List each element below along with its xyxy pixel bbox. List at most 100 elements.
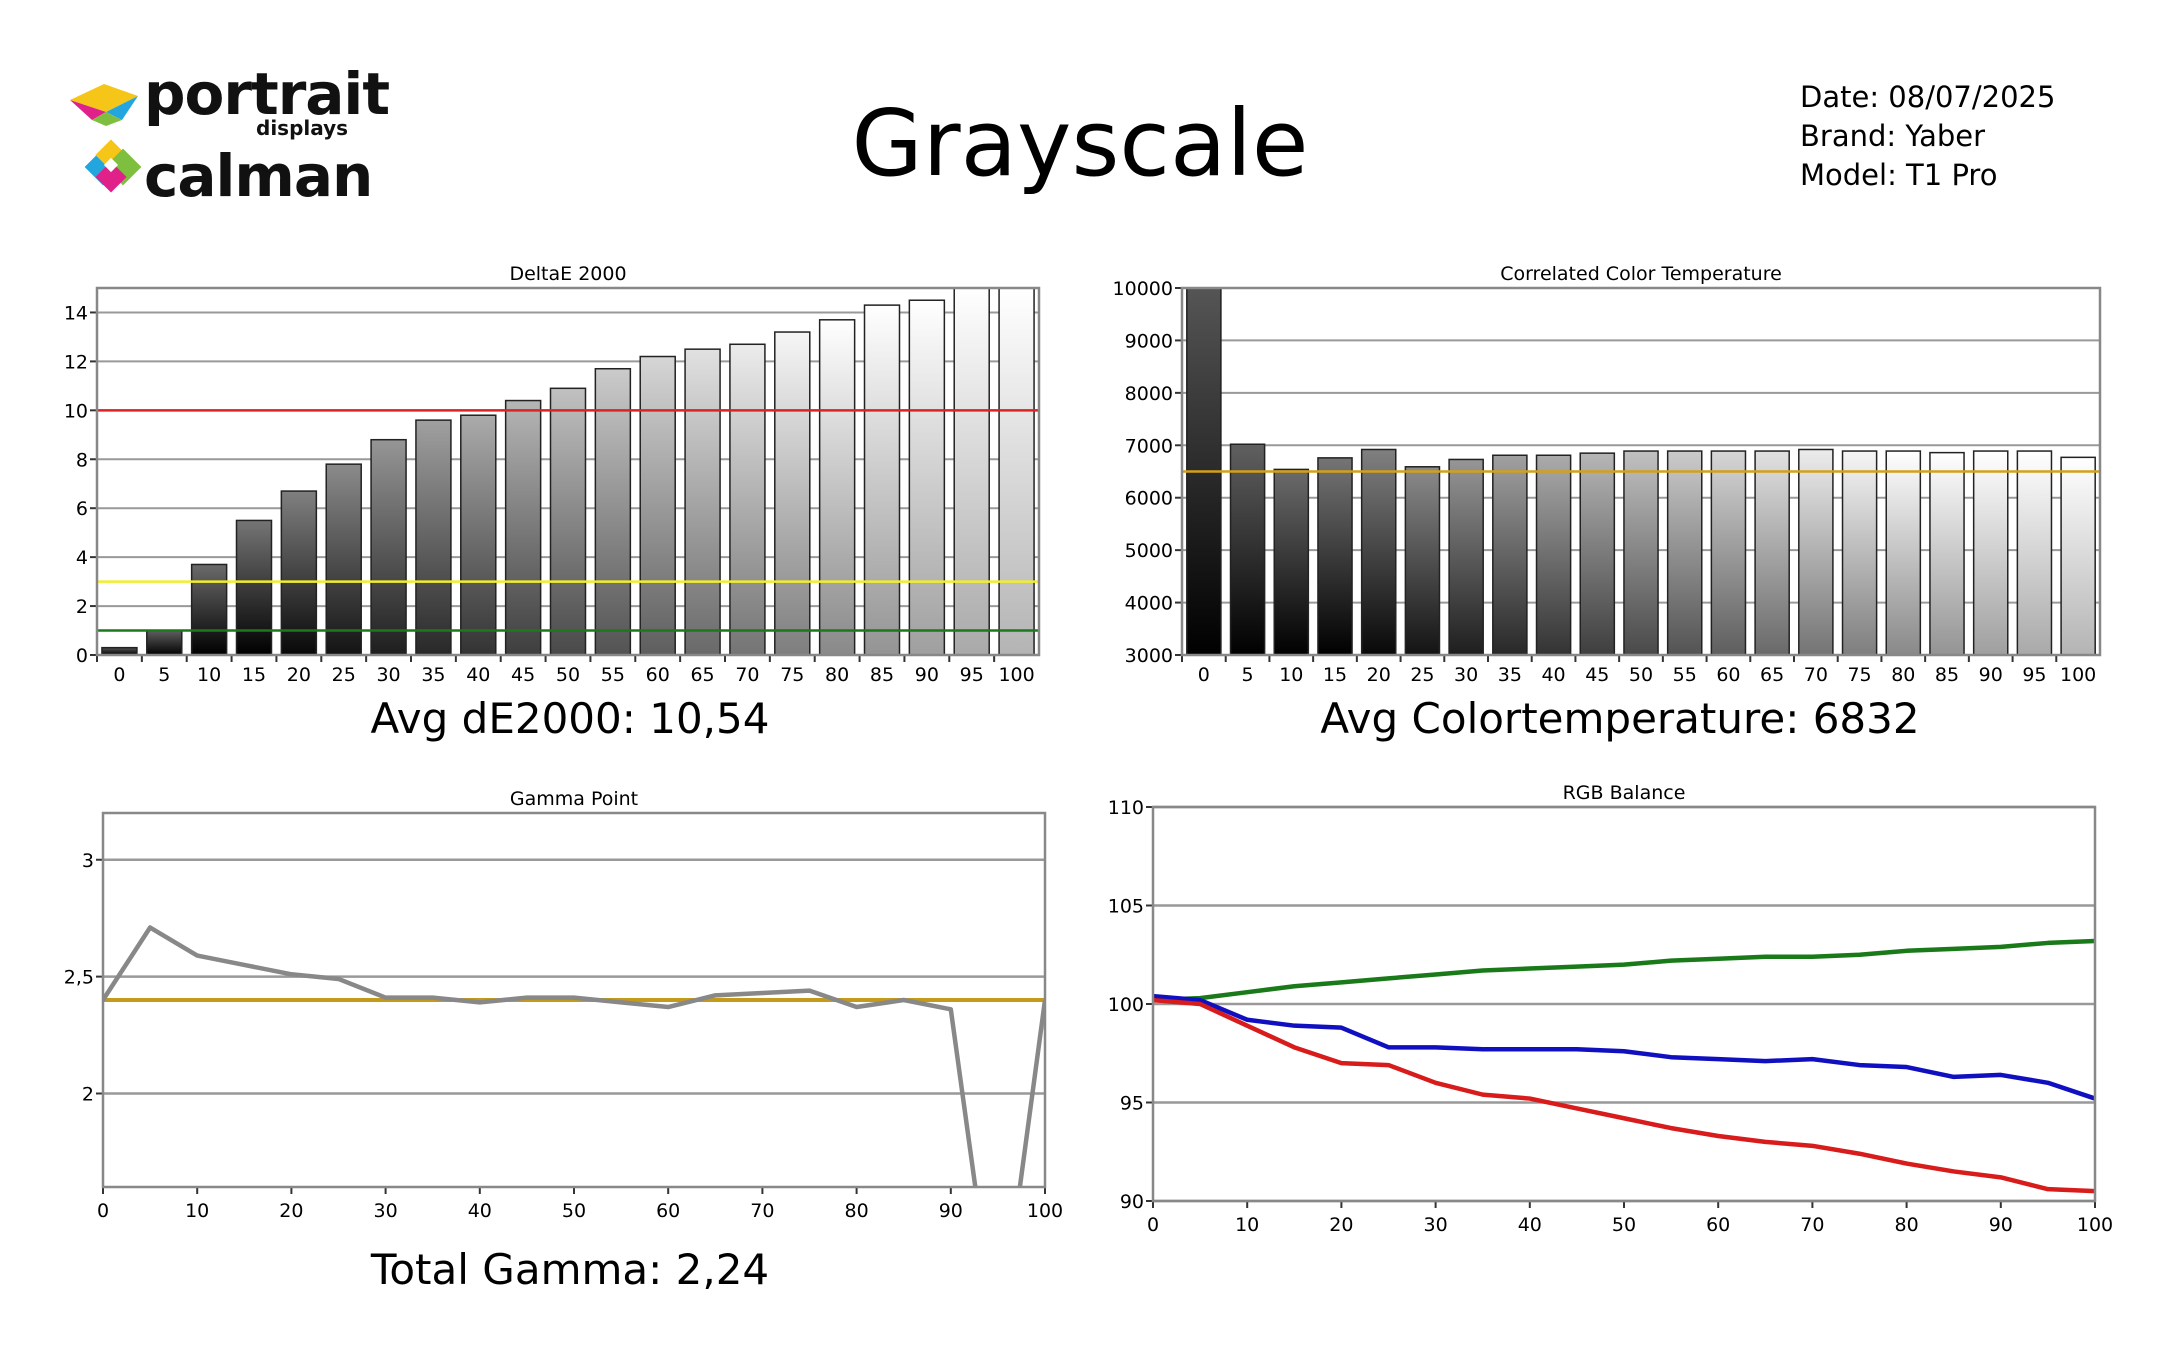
x-tick-label: 0 <box>97 1200 109 1222</box>
bar <box>549 387 587 656</box>
report-date: Date: 08/07/2025 <box>1800 80 2056 114</box>
bar <box>415 419 452 656</box>
logo: portrait displays calman <box>66 60 390 216</box>
bar <box>1535 454 1572 656</box>
bar <box>190 563 228 656</box>
x-tick-label: 80 <box>1895 1214 1919 1236</box>
bar <box>1841 450 1878 656</box>
x-tick-label: 85 <box>870 664 894 685</box>
x-tick-label: 50 <box>562 1200 586 1222</box>
x-tick-label: 40 <box>466 664 490 685</box>
y-tick-label: 6000 <box>1125 488 1173 510</box>
y-tick-label: 12 <box>64 351 88 373</box>
bar <box>1448 458 1484 656</box>
bar <box>774 331 811 656</box>
x-tick-label: 5 <box>1242 664 1254 685</box>
x-tick-label: 25 <box>332 664 356 685</box>
y-tick-label: 6 <box>76 498 88 520</box>
x-tick-label: 90 <box>1989 1214 2013 1236</box>
x-tick-label: 20 <box>279 1200 303 1222</box>
plot-frame <box>95 286 1041 657</box>
x-tick-label: 95 <box>2022 664 2046 685</box>
bar <box>1273 468 1310 656</box>
report-meta: Date: 08/07/2025 Brand: Yaber Model: T1 … <box>1800 78 2055 195</box>
bar <box>1404 466 1441 656</box>
logo-calman-text: calman <box>144 142 373 210</box>
y-tick-label: 9000 <box>1125 330 1173 352</box>
x-tick-label: 70 <box>735 664 759 685</box>
x-tick-label: 20 <box>287 664 311 685</box>
x-tick-label: 65 <box>1760 664 1784 685</box>
x-tick-label: 70 <box>1804 664 1828 685</box>
bar <box>325 463 362 656</box>
x-tick-label: 85 <box>1935 664 1959 685</box>
x-tick-label: 60 <box>1716 664 1740 685</box>
bar <box>729 343 766 656</box>
deltae-summary: Avg dE2000: 10,54 <box>370 694 770 743</box>
cct-chart: Correlated Color Temperature 3000 4000 5000… <box>1113 263 2102 685</box>
bar <box>998 287 1035 656</box>
rgb-chart: RGB Balance 90 95 100 105 110 0 10 20 30 40 50 60 70 8… <box>1108 782 2113 1236</box>
x-tick-label: 80 <box>845 1200 869 1222</box>
x-tick-label: 70 <box>1800 1214 1824 1236</box>
x-tick-label: 100 <box>998 664 1034 685</box>
x-tick-label: 10 <box>1235 1214 1259 1236</box>
logo-displays-text: displays <box>256 116 349 140</box>
x-tick-label: 65 <box>690 664 714 685</box>
x-tick-label: 50 <box>1612 1214 1636 1236</box>
deltae-chart: DeltaE 2000 0 2 4 6 8 10 12 14 0 5 10 15 20 25 30 35 40 45… <box>64 263 1041 685</box>
x-tick-label: 75 <box>1847 664 1871 685</box>
bar <box>2016 450 2053 656</box>
x-tick-label: 15 <box>1323 664 1347 685</box>
bar <box>280 490 318 656</box>
x-tick-label: 100 <box>2060 664 2096 685</box>
x-tick-label: 55 <box>1673 664 1697 685</box>
bar <box>908 299 946 656</box>
x-tick-label: 10 <box>197 664 221 685</box>
bar <box>639 355 676 656</box>
bar <box>1492 454 1528 656</box>
logo-portrait-text: portrait <box>144 60 390 128</box>
bar <box>953 287 990 656</box>
x-tick-label: 50 <box>1629 664 1653 685</box>
bar <box>1972 450 2009 656</box>
bar <box>684 348 721 656</box>
bar <box>460 414 497 656</box>
cct-summary: Avg Colortemperature: 6832 <box>1320 694 1920 743</box>
x-tick-label: 30 <box>374 1200 398 1222</box>
bar <box>1798 448 1834 656</box>
x-tick-label: 25 <box>1410 664 1434 685</box>
bar <box>1317 457 1353 656</box>
y-tick-label: 0 <box>76 645 88 667</box>
chart-title: RGB Balance <box>1563 782 1686 804</box>
bar <box>1710 450 1747 656</box>
x-tick-label: 60 <box>646 664 670 685</box>
bar <box>863 304 901 656</box>
chart-title: Correlated Color Temperature <box>1500 263 1782 285</box>
x-tick-label: 100 <box>2077 1214 2113 1236</box>
bar <box>594 367 632 656</box>
y-tick-label: 4000 <box>1125 593 1173 615</box>
bar <box>818 319 856 656</box>
bar <box>146 629 183 656</box>
bar <box>1579 452 1616 656</box>
chart-title: DeltaE 2000 <box>509 263 626 285</box>
bar <box>1929 451 1965 656</box>
y-tick-label: 3 <box>82 850 94 872</box>
x-tick-label: 20 <box>1367 664 1391 685</box>
bar <box>1623 450 1659 656</box>
x-tick-label: 50 <box>556 664 580 685</box>
x-tick-label: 90 <box>915 664 939 685</box>
bar <box>504 399 542 656</box>
series-line <box>103 925 1045 1187</box>
x-tick-label: 40 <box>468 1200 492 1222</box>
bar <box>1229 443 1266 656</box>
report-brand: Brand: Yaber <box>1800 119 1986 153</box>
x-tick-label: 80 <box>1891 664 1915 685</box>
x-tick-label: 100 <box>1027 1200 1063 1222</box>
y-tick-label: 10 <box>64 400 88 422</box>
y-tick-label: 10000 <box>1113 278 1173 300</box>
x-tick-label: 20 <box>1329 1214 1353 1236</box>
series-line <box>1153 997 2095 1194</box>
